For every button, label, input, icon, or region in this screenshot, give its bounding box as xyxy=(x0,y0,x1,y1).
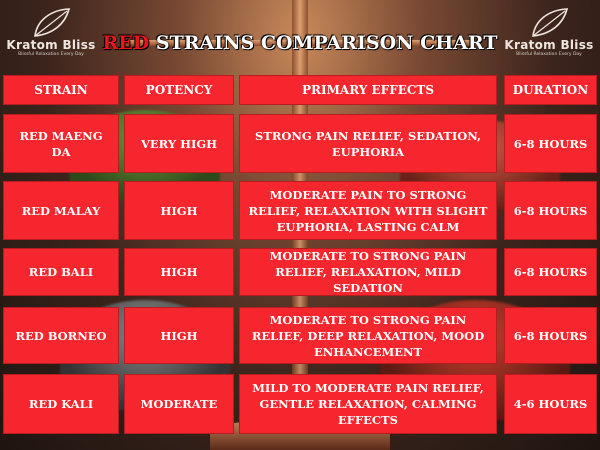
row-2-strain: RED MALAY xyxy=(3,181,119,240)
row-1-strain: RED MAENG DA xyxy=(3,114,119,173)
row-2-effects: MODERATE PAIN TO STRONG RELIEF, RELAXATI… xyxy=(239,181,497,240)
brand-logo: Kratom Bliss Blissful Relaxation Every D… xyxy=(6,6,96,57)
brand-name: Kratom Bliss xyxy=(6,38,96,52)
title-highlight: RED xyxy=(102,32,150,54)
row-2-potency: HIGH xyxy=(124,181,234,240)
column-header-potency: POTENCY xyxy=(124,75,234,105)
row-4-strain: RED BORNEO xyxy=(3,307,119,364)
row-4-potency: HIGH xyxy=(124,307,234,364)
column-header-duration: DURATION xyxy=(504,75,597,105)
row-5-potency: MODERATE xyxy=(124,374,234,434)
row-2-duration: 6-8 HOURS xyxy=(504,181,597,240)
row-5-strain: RED KALI xyxy=(3,374,119,434)
row-1-potency: VERY HIGH xyxy=(124,114,234,173)
brand-tagline: Blissful Relaxation Every Day xyxy=(18,52,84,57)
brand-name: Kratom Bliss xyxy=(504,38,594,52)
title-text: STRAINS COMPARISON CHART xyxy=(155,32,498,54)
row-3-duration: 6-8 HOURS xyxy=(504,248,597,296)
row-4-effects: MODERATE TO STRONG PAIN RELIEF, DEEP REL… xyxy=(239,307,497,364)
leaf-icon xyxy=(532,8,569,37)
brand-logo: Kratom Bliss Blissful Relaxation Every D… xyxy=(504,6,594,57)
row-3-strain: RED BALI xyxy=(3,248,119,296)
row-5-duration: 4-6 HOURS xyxy=(504,374,597,434)
column-header-effects: PRIMARY EFFECTS xyxy=(239,75,497,105)
row-3-effects: MODERATE TO STRONG PAIN RELIEF, RELAXATI… xyxy=(239,248,497,296)
row-3-potency: HIGH xyxy=(124,248,234,296)
row-5-effects: MILD TO MODERATE PAIN RELIEF, GENTLE REL… xyxy=(239,374,497,434)
leaf-icon xyxy=(34,8,71,37)
row-1-effects: STRONG PAIN RELIEF, SEDATION, EUPHORIA xyxy=(239,114,497,173)
column-header-strain: STRAIN xyxy=(3,75,119,105)
row-1-duration: 6-8 HOURS xyxy=(504,114,597,173)
page-title: RED STRAINS COMPARISON CHART xyxy=(0,32,600,54)
brand-tagline: Blissful Relaxation Every Day xyxy=(516,52,582,57)
row-4-duration: 6-8 HOURS xyxy=(504,307,597,364)
